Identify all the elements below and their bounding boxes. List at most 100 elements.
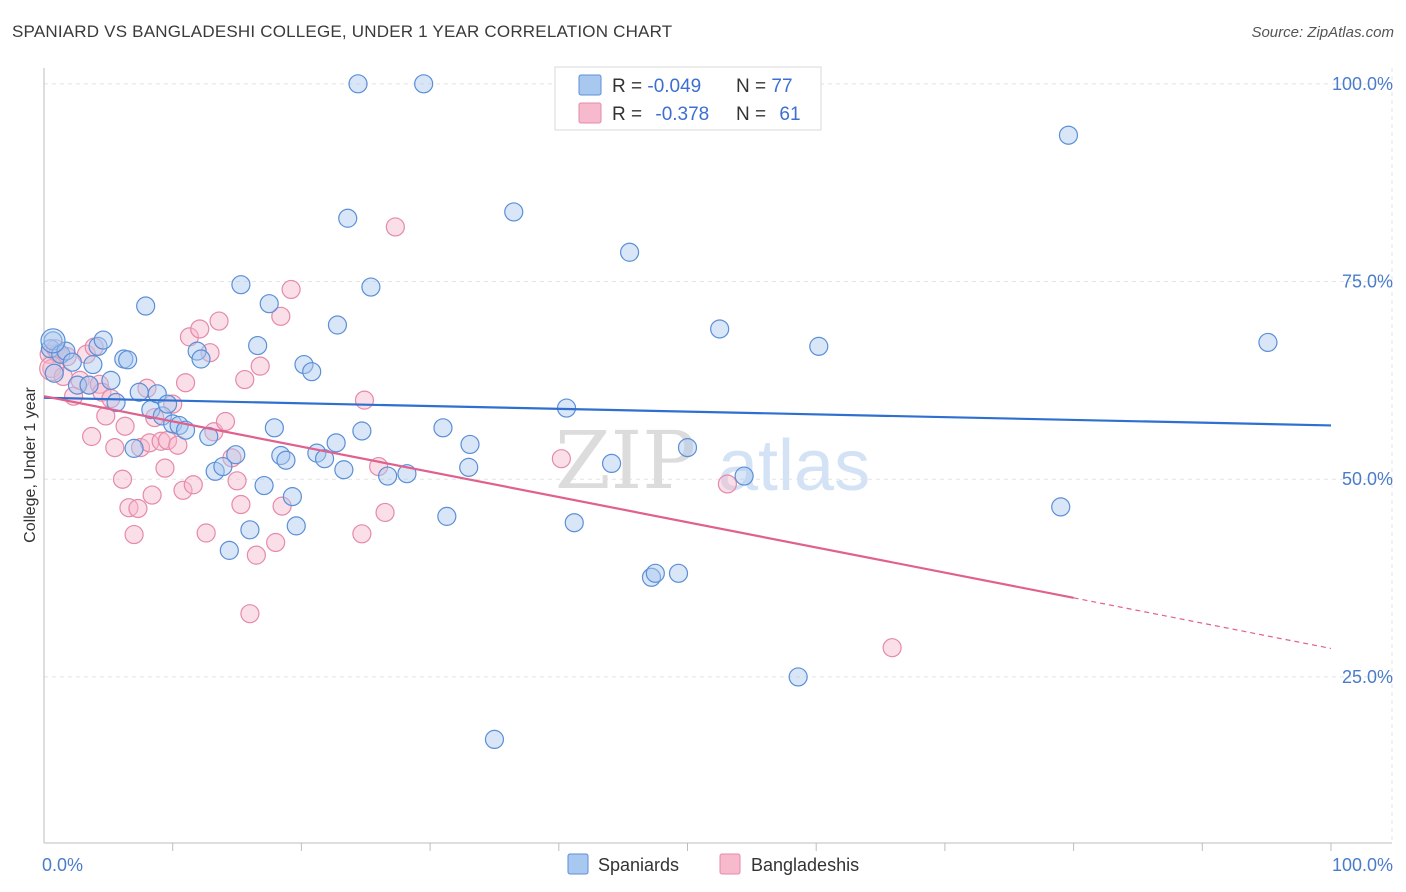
spaniards-point bbox=[88, 336, 108, 356]
spaniards-point bbox=[101, 370, 121, 390]
bangladeshis-point bbox=[168, 435, 188, 455]
stats-n-value-bangladeshis: 61 bbox=[779, 104, 800, 125]
bangladeshis-points bbox=[39, 217, 902, 658]
bangladeshis-point bbox=[231, 494, 251, 515]
trend-lines bbox=[43, 395, 1332, 650]
spaniards-point bbox=[83, 354, 103, 375]
svg-text:R = -0.378: R = -0.378 bbox=[612, 104, 709, 125]
svg-text:R = -0.049: R = -0.049 bbox=[612, 76, 701, 97]
bangladeshis-point bbox=[250, 356, 270, 376]
spaniards-point bbox=[601, 453, 622, 474]
spaniards-point bbox=[645, 563, 665, 583]
watermark: ZIP atlas bbox=[555, 414, 870, 507]
spaniards-point bbox=[282, 487, 302, 507]
bangladeshis-point bbox=[375, 502, 395, 523]
bangladeshis-point bbox=[130, 437, 151, 458]
y-tick-label: 75.0% bbox=[1342, 272, 1393, 292]
spaniards-point bbox=[240, 520, 260, 540]
spaniards-point bbox=[157, 394, 178, 414]
stats-r-label-spaniards: R = bbox=[612, 76, 647, 97]
spaniards-point bbox=[248, 335, 268, 356]
series-legend: Spaniards Bangladeshis bbox=[567, 853, 859, 875]
stats-legend: R = -0.049 N = 77 R = -0.378 N = 61 bbox=[554, 66, 822, 131]
spaniards-point bbox=[361, 277, 381, 297]
bangladeshis-point bbox=[246, 545, 266, 565]
series-legend-bangladeshis-label[interactable]: Bangladeshis bbox=[751, 855, 859, 875]
spaniards-point bbox=[1051, 497, 1071, 517]
x-tick-label: 0.0% bbox=[42, 855, 83, 875]
spaniards-point bbox=[118, 350, 138, 370]
spaniards-point bbox=[51, 344, 71, 364]
spaniards-point bbox=[378, 466, 398, 486]
tick-labels: 25.0% 50.0% 75.0% 100.0% 0.0% 100.0% bbox=[42, 74, 1393, 875]
spaniards-point bbox=[338, 208, 358, 228]
spaniards-point bbox=[460, 434, 480, 455]
bangladeshis-point bbox=[142, 485, 162, 505]
spaniards-point bbox=[459, 457, 479, 477]
stats-r-value-bangladeshis: -0.378 bbox=[655, 104, 709, 125]
y-tick-label: 50.0% bbox=[1342, 469, 1393, 489]
spaniards-point bbox=[106, 392, 126, 413]
spaniards-point bbox=[334, 460, 354, 480]
spaniards-point bbox=[44, 363, 64, 383]
spaniards-point bbox=[437, 506, 457, 526]
spaniards-point bbox=[484, 729, 505, 750]
bangladeshis-point bbox=[281, 279, 301, 300]
series-legend-spaniards-label[interactable]: Spaniards bbox=[598, 855, 679, 875]
svg-text:N = 61: N = 61 bbox=[736, 104, 801, 125]
bangladeshis-point bbox=[882, 638, 902, 658]
spaniards-point bbox=[124, 438, 144, 458]
bangladeshis-point bbox=[196, 523, 216, 543]
series-legend-bangladeshis-swatch[interactable] bbox=[719, 853, 741, 875]
spaniards-point bbox=[504, 202, 524, 222]
spaniards-point bbox=[352, 421, 372, 441]
grid-lines bbox=[44, 68, 1393, 843]
spaniards-point bbox=[414, 74, 434, 94]
spaniards-point bbox=[276, 450, 296, 470]
spaniards-point bbox=[619, 242, 640, 262]
spaniards-point bbox=[314, 449, 335, 469]
spaniards-point bbox=[259, 294, 279, 314]
spaniards-point bbox=[254, 475, 274, 496]
bangladeshis-trend-extension bbox=[1073, 597, 1332, 650]
bangladeshis-point bbox=[173, 480, 193, 500]
bangladeshis-point bbox=[215, 411, 236, 432]
spaniards-point bbox=[302, 362, 322, 382]
spaniards-point bbox=[668, 563, 689, 583]
series-legend-spaniards-swatch[interactable] bbox=[567, 853, 589, 875]
source-credit: Source: ZipAtlas.com bbox=[1251, 24, 1394, 41]
spaniards-point bbox=[264, 418, 284, 438]
bangladeshis-point bbox=[551, 449, 571, 469]
bangladeshis-point bbox=[266, 532, 286, 553]
bangladeshis-point bbox=[89, 374, 109, 394]
y-tick-label: 100.0% bbox=[1332, 74, 1393, 94]
svg-text:N = 77: N = 77 bbox=[736, 76, 793, 97]
bangladeshis-point bbox=[190, 319, 210, 339]
spaniards-point bbox=[1258, 332, 1278, 353]
bangladeshis-point bbox=[352, 524, 372, 544]
bangladeshis-point bbox=[96, 406, 116, 426]
bangladeshis-point bbox=[183, 475, 203, 495]
spaniards-point bbox=[294, 354, 314, 375]
stats-r-label-bangladeshis: R = bbox=[612, 104, 647, 125]
spaniards-point bbox=[809, 336, 829, 356]
axes bbox=[43, 68, 1392, 851]
stats-legend-spaniards-swatch bbox=[578, 74, 602, 96]
bangladeshis-point bbox=[227, 471, 247, 491]
bangladeshis-point bbox=[385, 217, 405, 237]
bangladeshis-point bbox=[209, 311, 229, 331]
spaniards-point bbox=[433, 418, 453, 438]
spaniards-point bbox=[219, 540, 239, 560]
bangladeshis-point bbox=[105, 437, 125, 458]
spaniards-point bbox=[327, 315, 348, 335]
watermark-atlas-text: atlas bbox=[718, 426, 870, 506]
x-tick-label: 100.0% bbox=[1332, 855, 1393, 875]
spaniards-point bbox=[40, 328, 66, 354]
spaniards-point bbox=[286, 516, 306, 536]
spaniards-point bbox=[136, 296, 156, 316]
spaniards-point bbox=[564, 513, 584, 533]
bangladeshis-point bbox=[271, 306, 291, 326]
bangladeshis-trend-line bbox=[43, 395, 1074, 599]
bangladeshis-point bbox=[112, 469, 133, 489]
